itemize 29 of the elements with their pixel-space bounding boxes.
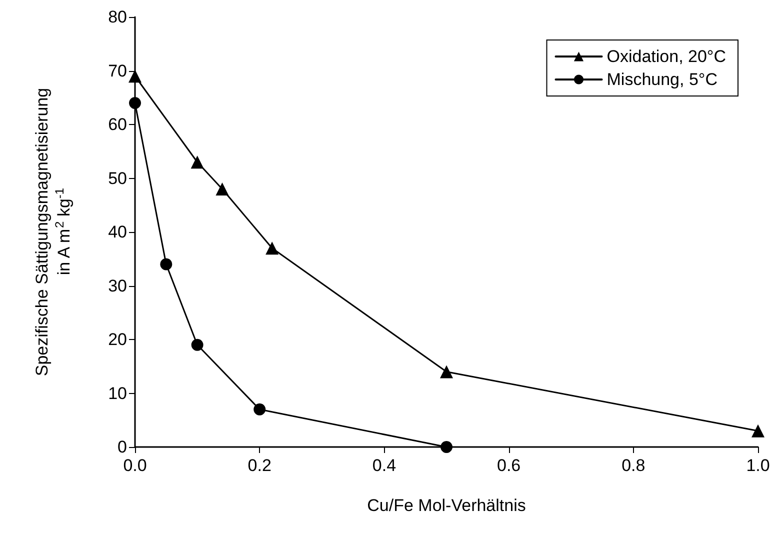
point bbox=[129, 97, 141, 109]
point bbox=[190, 156, 204, 169]
y-tick-label: 70 bbox=[108, 61, 127, 80]
x-tick-label: 1.0 bbox=[746, 456, 770, 475]
point bbox=[191, 338, 204, 351]
x-tick-label: 0.2 bbox=[248, 456, 272, 475]
x-tick-label: 0.0 bbox=[123, 456, 147, 475]
point bbox=[128, 70, 142, 83]
x-tick-label: 0.8 bbox=[622, 456, 646, 475]
x-axis-title: Cu/Fe Mol-Verhältnis bbox=[367, 496, 526, 515]
y-tick-label: 10 bbox=[108, 384, 127, 403]
y-tick-label: 60 bbox=[108, 115, 127, 134]
legend-label: Oxidation, 20°C bbox=[606, 47, 726, 66]
y-tick-label: 40 bbox=[108, 222, 127, 242]
y-tick-label: 0 bbox=[118, 438, 127, 456]
x-tick-label: 0.4 bbox=[372, 456, 396, 475]
y-tick-label: 20 bbox=[108, 330, 127, 349]
point bbox=[440, 441, 452, 453]
point bbox=[440, 365, 453, 378]
point bbox=[266, 242, 279, 255]
legend-label: Mischung, 5°C bbox=[606, 70, 718, 89]
y-tick-label: 30 bbox=[108, 276, 127, 296]
point bbox=[254, 403, 266, 416]
point bbox=[160, 258, 172, 270]
x-tick-label: 0.6 bbox=[496, 456, 521, 475]
y-tick-label: 50 bbox=[108, 168, 127, 188]
point bbox=[752, 424, 764, 438]
point bbox=[216, 182, 229, 196]
y-tick-label: 80 bbox=[108, 8, 127, 26]
